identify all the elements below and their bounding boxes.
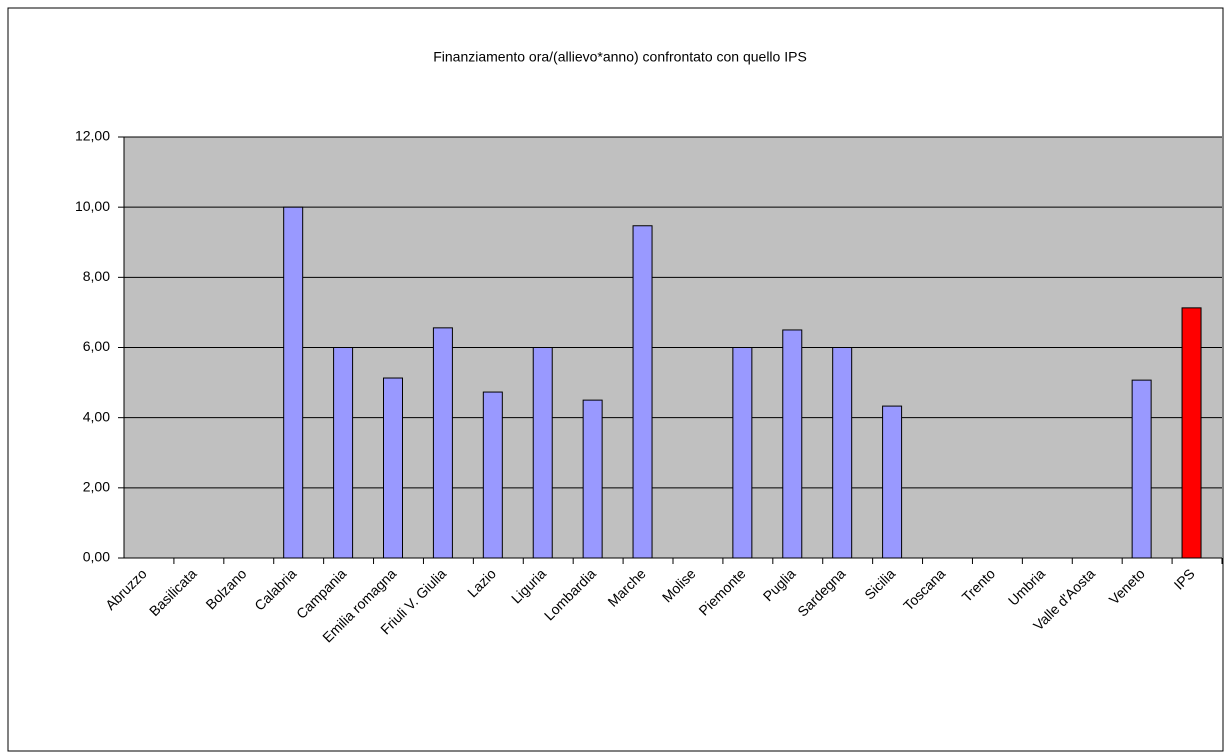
bar — [882, 405, 903, 559]
bar — [383, 377, 403, 559]
bar — [1131, 379, 1152, 559]
y-tick-label: 4,00 — [83, 408, 110, 424]
y-tick-label: 8,00 — [83, 268, 110, 284]
bar — [582, 399, 603, 559]
y-tick-label: 2,00 — [83, 479, 110, 495]
bar — [432, 327, 453, 559]
bar — [1181, 307, 1202, 559]
bar — [333, 347, 354, 559]
bar — [482, 391, 503, 559]
y-tick-label: 0,00 — [83, 549, 110, 565]
y-tick-label: 10,00 — [75, 198, 110, 214]
bar — [832, 347, 853, 559]
bar — [782, 329, 803, 559]
bar — [732, 347, 753, 559]
chart-title: Finanziamento ora/(allievo*anno) confron… — [433, 49, 807, 65]
bar — [283, 206, 304, 559]
bar — [632, 225, 653, 559]
y-tick-label: 6,00 — [83, 338, 110, 354]
bar — [532, 347, 553, 559]
y-tick-label: 12,00 — [75, 128, 110, 144]
